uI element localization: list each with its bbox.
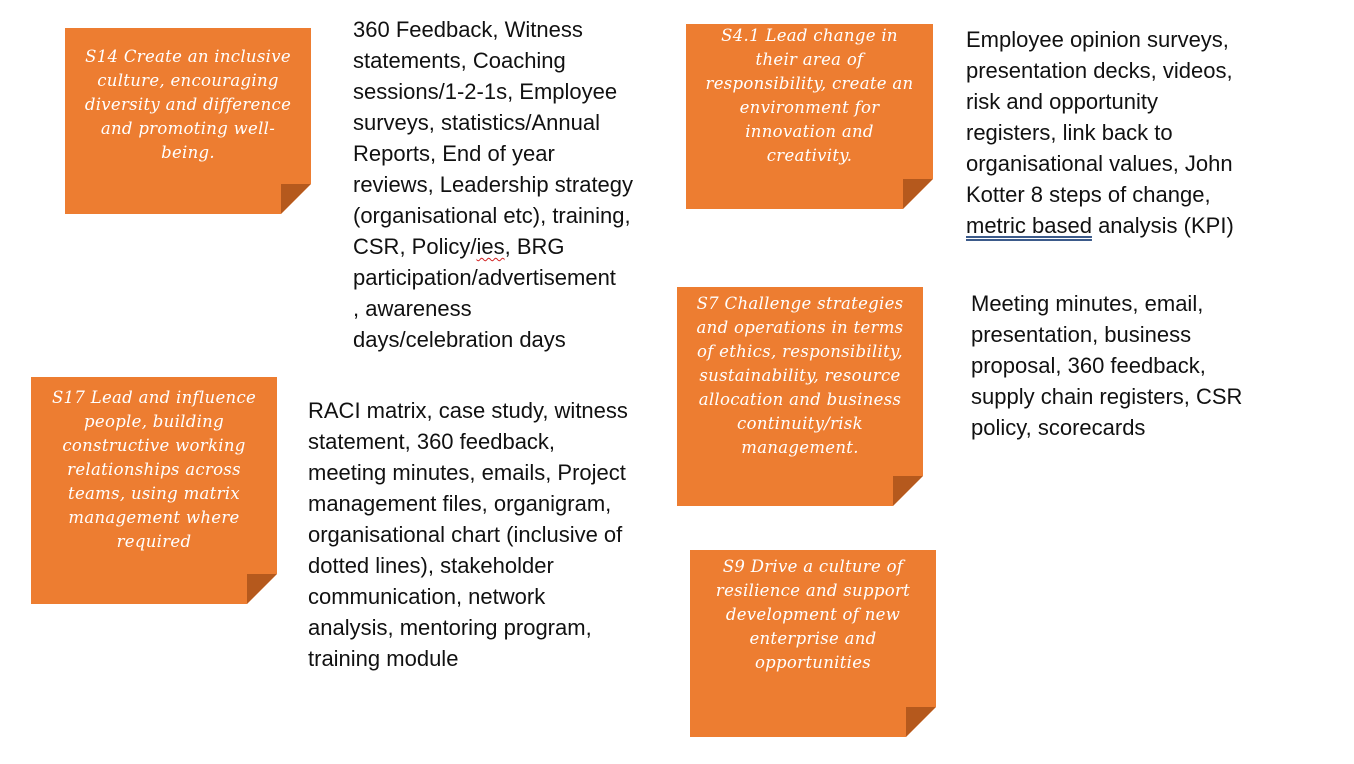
note-fold-s9	[906, 707, 936, 737]
sticky-note-s17: S17 Lead and influence people, building …	[31, 377, 277, 604]
evidence-s4-1: Employee opinion surveys, presentation d…	[966, 24, 1286, 241]
evidence-s14: 360 Feedback, Witness statements, Coachi…	[353, 14, 673, 355]
grammar-flag-metric-based[interactable]: metric based	[966, 213, 1092, 238]
sticky-note-s9: S9 Drive a culture of resilience and sup…	[690, 550, 936, 737]
note-text-s17: S17 Lead and influence people, building …	[51, 388, 257, 551]
spellcheck-flag-ies[interactable]: ies	[476, 234, 505, 259]
note-text-s4-1: S4.1 Lead change in their area of respon…	[705, 26, 914, 165]
note-text-s14: S14 Create an inclusive culture, encoura…	[84, 47, 292, 162]
note-fold-s14	[281, 184, 311, 214]
sticky-note-s14: S14 Create an inclusive culture, encoura…	[65, 28, 311, 214]
evidence-s14-part2: , BRG participation/advertisement , awar…	[353, 234, 616, 352]
note-text-s7: S7 Challenge strategies and operations i…	[696, 294, 904, 457]
sticky-note-s4-1: S4.1 Lead change in their area of respon…	[686, 24, 933, 209]
evidence-s7: Meeting minutes, email, presentation, bu…	[971, 291, 1243, 440]
note-fold-s4-1	[903, 179, 933, 209]
evidence-s17: RACI matrix, case study, witness stateme…	[308, 398, 628, 671]
evidence-s4-1-part1: Employee opinion surveys, presentation d…	[966, 27, 1233, 207]
note-fold-s7	[893, 476, 923, 506]
note-fold-s17	[247, 574, 277, 604]
sticky-note-s7: S7 Challenge strategies and operations i…	[677, 287, 923, 506]
evidence-s14-part1: 360 Feedback, Witness statements, Coachi…	[353, 17, 634, 259]
evidence-s4-1-part2: analysis (KPI)	[1091, 213, 1234, 238]
note-text-s9: S9 Drive a culture of resilience and sup…	[715, 557, 911, 672]
